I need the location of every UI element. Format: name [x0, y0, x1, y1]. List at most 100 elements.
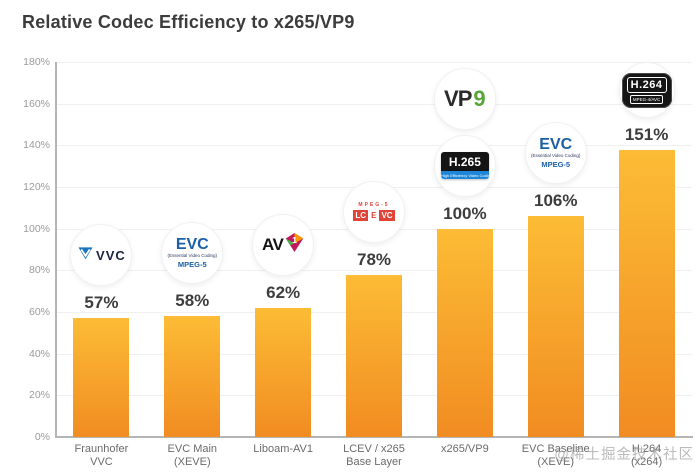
- h264-logo-circle: H.264 MPEG-4/AVC: [618, 62, 675, 118]
- x-axis-label-line: Base Layer: [346, 456, 402, 468]
- bar-column-lcev-x265-base-layer: MPEG-5 LC E VC 78%: [329, 62, 420, 437]
- av1-logo-text: AV: [261, 234, 284, 254]
- x-axis-label-line: LCEV / x265: [343, 443, 405, 455]
- y-axis-tick-60: 60%: [28, 306, 50, 318]
- x-axis-label: LCEV / x265 Base Layer: [329, 443, 420, 469]
- h265-logo-subtitle: High Efficiency Video Coding: [440, 171, 489, 180]
- x-axis-label: Fraunhofer VVC: [56, 443, 147, 469]
- lcevc-logo-circle: MPEG-5 LC E VC: [343, 180, 405, 243]
- lcevc-logo-blocks: LC E VC: [353, 210, 395, 221]
- lcevc-logo-block: LC: [353, 210, 369, 221]
- h264-logo-title: H.264: [626, 76, 667, 93]
- watermark: @稀土掘金技术社区: [554, 447, 694, 463]
- evc-logo-footer: MPEG-5: [177, 260, 207, 270]
- bar-value-label: 151%: [624, 125, 669, 144]
- vp9-logo-digit: 9: [473, 85, 486, 111]
- av1-icon: 1: [285, 232, 304, 258]
- x-axis-label-line: (XEVE): [537, 456, 575, 468]
- y-axis-tick-160: 160%: [23, 97, 50, 110]
- logo-stack: AV 1: [252, 213, 315, 281]
- logo-stack: VP 9 H.265 High Efficiency Video Coding: [433, 67, 496, 202]
- h264-logo: H.264 MPEG-4/AVC: [621, 72, 672, 108]
- logo-stack: MPEG-5 LC E VC: [343, 180, 405, 248]
- bar-column-h-264-x264-: H.264 MPEG-4/AVC 151%: [601, 62, 692, 437]
- gridline-140: [56, 145, 692, 147]
- x-axis-label: EVC Main (XEVE): [147, 443, 238, 469]
- x-axis-label-line: EVC Main: [167, 443, 218, 455]
- h265-logo-title: H.265: [440, 152, 489, 172]
- lcevc-logo-mpeg5: MPEG-5: [358, 202, 390, 208]
- bar-column-liboam-av1: AV 1 62%: [238, 62, 329, 437]
- av1-logo-circle: AV 1: [252, 213, 315, 276]
- y-axis-tick-140: 140%: [23, 139, 50, 152]
- evc-logo-title: EVC: [175, 236, 209, 254]
- vvc-icon: [77, 246, 94, 265]
- vp9-logo-text: VP: [444, 85, 472, 111]
- x-axis-label-line: Liboam-AV1: [253, 443, 313, 455]
- x-axis-label: H.264 (x264): [601, 443, 692, 469]
- x-axis-label-line: VVC: [90, 456, 113, 468]
- y-axis-tick-100: 100%: [23, 222, 50, 235]
- chart-title: Relative Codec Efficiency to x265/VP9: [22, 12, 355, 32]
- vvc-logo-circle: VVC: [70, 224, 133, 287]
- evc-logo-circle: EVC (Essential Video Coding) MPEG-5: [161, 222, 224, 285]
- gridline-180: [56, 62, 692, 63]
- evc-logo-subtitle: (Essential Video Coding): [530, 153, 581, 159]
- y-axis-tick-20: 20%: [28, 389, 50, 402]
- bar-value-label: 78%: [356, 249, 392, 269]
- x-axis-label-line: Fraunhofer: [74, 443, 129, 455]
- vvc-logo: VVC: [77, 246, 126, 265]
- y-axis-tick-180: 180%: [23, 56, 50, 68]
- x-axis-label: x265/VP9: [419, 443, 510, 469]
- logo-stack: H.264 MPEG-4/AVC: [618, 62, 675, 123]
- x-axis-labels: Fraunhofer VVC EVC Main (XEVE) Liboam-AV1 LCE…: [56, 443, 692, 469]
- bar-columns: VVC 57% EVC (Essential Video Coding) MPEG-5 5…: [56, 62, 692, 437]
- h265-logo-circle: H.265 High Efficiency Video Coding: [433, 134, 496, 197]
- vvc-logo-text: VVC: [96, 247, 126, 263]
- h265-logo: H.265 High Efficiency Video Coding: [440, 152, 489, 180]
- y-axis-tick-40: 40%: [28, 347, 50, 360]
- y-axis-tick-120: 120%: [23, 181, 50, 193]
- x-axis-line: [55, 436, 693, 438]
- y-axis-tick-0: 0%: [34, 431, 50, 443]
- bar-column-x265-vp9: VP 9 H.265 High Efficiency Video Coding 100%: [419, 62, 510, 437]
- av1-logo: AV 1: [262, 232, 304, 258]
- bar: [618, 150, 675, 437]
- bar: [527, 216, 584, 437]
- x-axis-label-line: (x264): [630, 456, 663, 468]
- x-axis-label-line: x265/VP9: [441, 443, 489, 455]
- h264-logo-subtitle: MPEG-4/AVC: [629, 94, 664, 104]
- y-axis-line: [55, 62, 57, 438]
- logo-stack: EVC (Essential Video Coding) MPEG-5: [524, 122, 587, 189]
- bar: [346, 274, 402, 437]
- bar-value-label: 62%: [266, 282, 301, 302]
- x-axis-label-line: H.264: [631, 443, 662, 455]
- vp9-logo: VP 9: [444, 86, 486, 112]
- gridline-160: [56, 103, 692, 105]
- bar: [73, 318, 130, 437]
- logo-stack: VVC: [70, 224, 133, 291]
- x-axis-label: EVC Baseline (XEVE): [510, 443, 601, 469]
- x-axis-label-line: (XEVE): [173, 456, 211, 468]
- svg-text:1: 1: [292, 235, 297, 245]
- gridline-80: [56, 270, 692, 272]
- y-axis-tick-80: 80%: [28, 264, 50, 277]
- x-axis-label-line: EVC Baseline: [521, 443, 590, 455]
- bar-column-evc-baseline-xeve-: EVC (Essential Video Coding) MPEG-5 106%: [510, 62, 601, 437]
- evc-logo-subtitle: (Essential Video Coding): [167, 253, 217, 259]
- bar: [436, 228, 493, 437]
- evc-logo-footer: MPEG-5: [541, 160, 571, 170]
- logo-stack: EVC (Essential Video Coding) MPEG-5: [161, 222, 224, 289]
- bar-value-label: 106%: [533, 191, 578, 211]
- bar-column-fraunhofer-vvc: VVC 57%: [56, 62, 147, 437]
- x-axis-label: Liboam-AV1: [238, 443, 329, 469]
- bar-column-evc-main-xeve-: EVC (Essential Video Coding) MPEG-5 58%: [147, 62, 238, 437]
- bar: [255, 307, 312, 437]
- bar-value-label: 100%: [443, 203, 487, 223]
- bar-value-label: 57%: [84, 293, 119, 313]
- bar: [164, 316, 221, 437]
- vp9-logo-circle: VP 9: [433, 67, 496, 130]
- evc-logo-circle: EVC (Essential Video Coding) MPEG-5: [524, 122, 587, 185]
- lcevc-logo-block: E: [369, 210, 379, 221]
